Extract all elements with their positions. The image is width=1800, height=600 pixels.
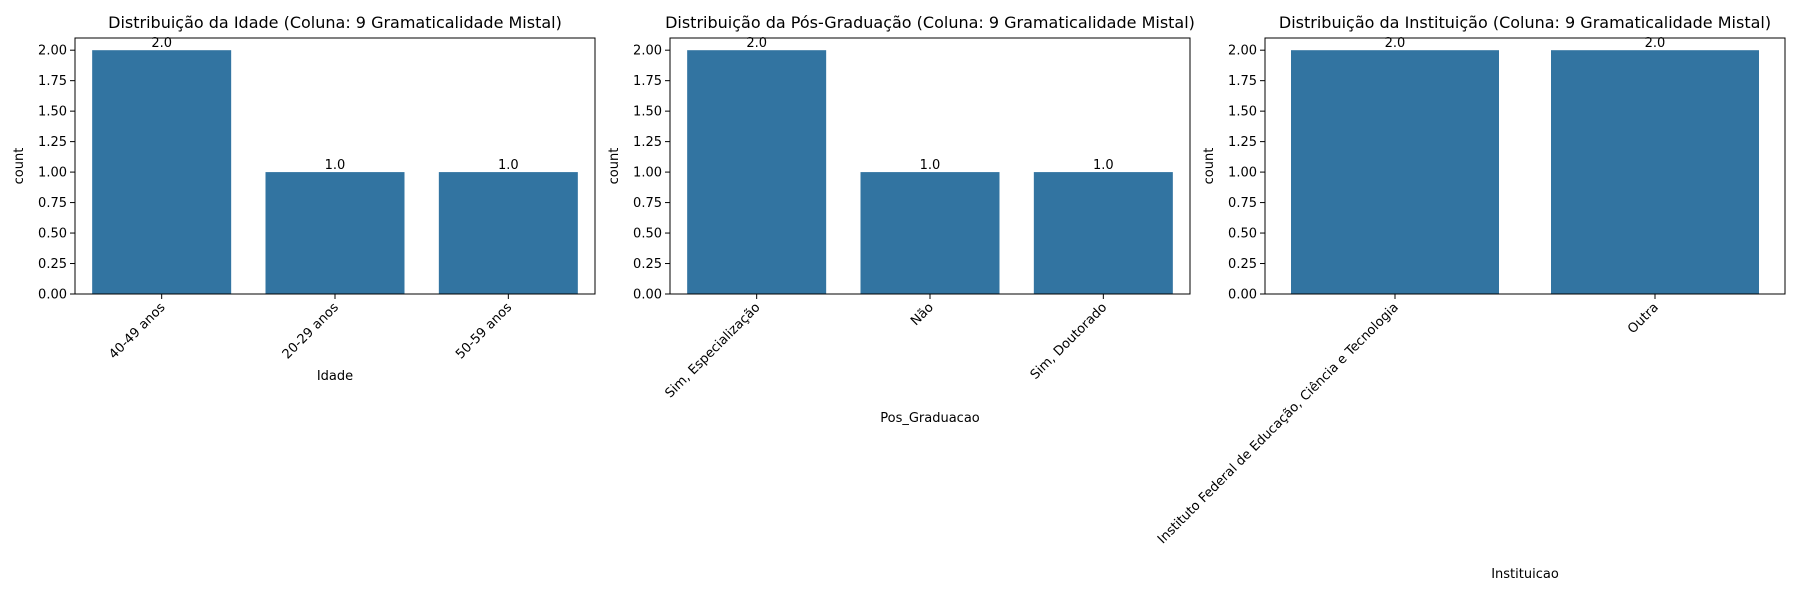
- bar: [860, 172, 1000, 294]
- x-axis-label: Instituicao: [1491, 567, 1559, 582]
- y-tick-label: 0.75: [633, 196, 662, 211]
- chart-title: Distribuição da Instituição (Coluna: 9 G…: [1279, 13, 1771, 32]
- y-axis-label: count: [1202, 148, 1217, 185]
- y-tick-label: 1.50: [38, 105, 67, 120]
- y-axis-label: count: [607, 148, 622, 185]
- bar-value-label: 2.0: [746, 36, 767, 51]
- y-tick-label: 0.75: [1228, 196, 1257, 211]
- axes-frame: [1264, 37, 1786, 295]
- y-tick-label: 1.00: [633, 166, 662, 181]
- y-tick-label: 1.25: [38, 135, 67, 150]
- y-tick-label: 1.25: [1228, 135, 1257, 150]
- y-tick-label: 1.75: [1228, 74, 1257, 89]
- bar-value-label: 2.0: [1645, 36, 1666, 51]
- bar-value-label: 2.0: [151, 36, 172, 51]
- bar-value-label: 1.0: [325, 158, 346, 173]
- bar-value-label: 1.0: [1093, 158, 1114, 173]
- y-tick-label: 0.25: [1228, 257, 1257, 272]
- y-tick-label: 1.50: [633, 105, 662, 120]
- y-tick-label: 1.00: [38, 166, 67, 181]
- bar: [265, 172, 405, 294]
- y-tick-label: 0.00: [1228, 288, 1257, 303]
- y-tick-label: 0.00: [633, 288, 662, 303]
- y-tick-label: 2.00: [1228, 44, 1257, 59]
- bar: [1551, 50, 1759, 294]
- y-tick-label: 2.00: [38, 44, 67, 59]
- y-tick-label: 0.75: [38, 196, 67, 211]
- y-tick-label: 0.50: [1228, 227, 1257, 242]
- y-tick-label: 1.00: [1228, 166, 1257, 181]
- y-tick-label: 1.25: [633, 135, 662, 150]
- bar: [687, 50, 827, 294]
- y-tick-label: 0.00: [38, 288, 67, 303]
- bar: [1291, 50, 1499, 294]
- x-axis-label: Idade: [317, 369, 353, 384]
- y-tick-label: 0.25: [633, 257, 662, 272]
- y-tick-label: 1.50: [1228, 105, 1257, 120]
- y-tick-label: 0.50: [633, 227, 662, 242]
- x-axis-label: Pos_Graduacao: [880, 411, 980, 426]
- bar: [1033, 172, 1173, 294]
- axes-frame: [74, 37, 596, 295]
- y-axis-label: count: [12, 148, 27, 185]
- y-tick-label: 1.75: [38, 74, 67, 89]
- bar: [438, 172, 578, 294]
- y-tick-label: 0.25: [38, 257, 67, 272]
- bar-value-label: 1.0: [920, 158, 941, 173]
- chart-title: Distribuição da Idade (Coluna: 9 Gramati…: [108, 13, 562, 32]
- axes-frame: [669, 37, 1191, 295]
- y-tick-label: 2.00: [633, 44, 662, 59]
- bar-value-label: 1.0: [498, 158, 519, 173]
- bar: [92, 50, 232, 294]
- bar-value-label: 2.0: [1385, 36, 1406, 51]
- y-tick-label: 1.75: [633, 74, 662, 89]
- y-tick-label: 0.50: [38, 227, 67, 242]
- chart-title: Distribuição da Pós-Graduação (Coluna: 9…: [665, 13, 1195, 32]
